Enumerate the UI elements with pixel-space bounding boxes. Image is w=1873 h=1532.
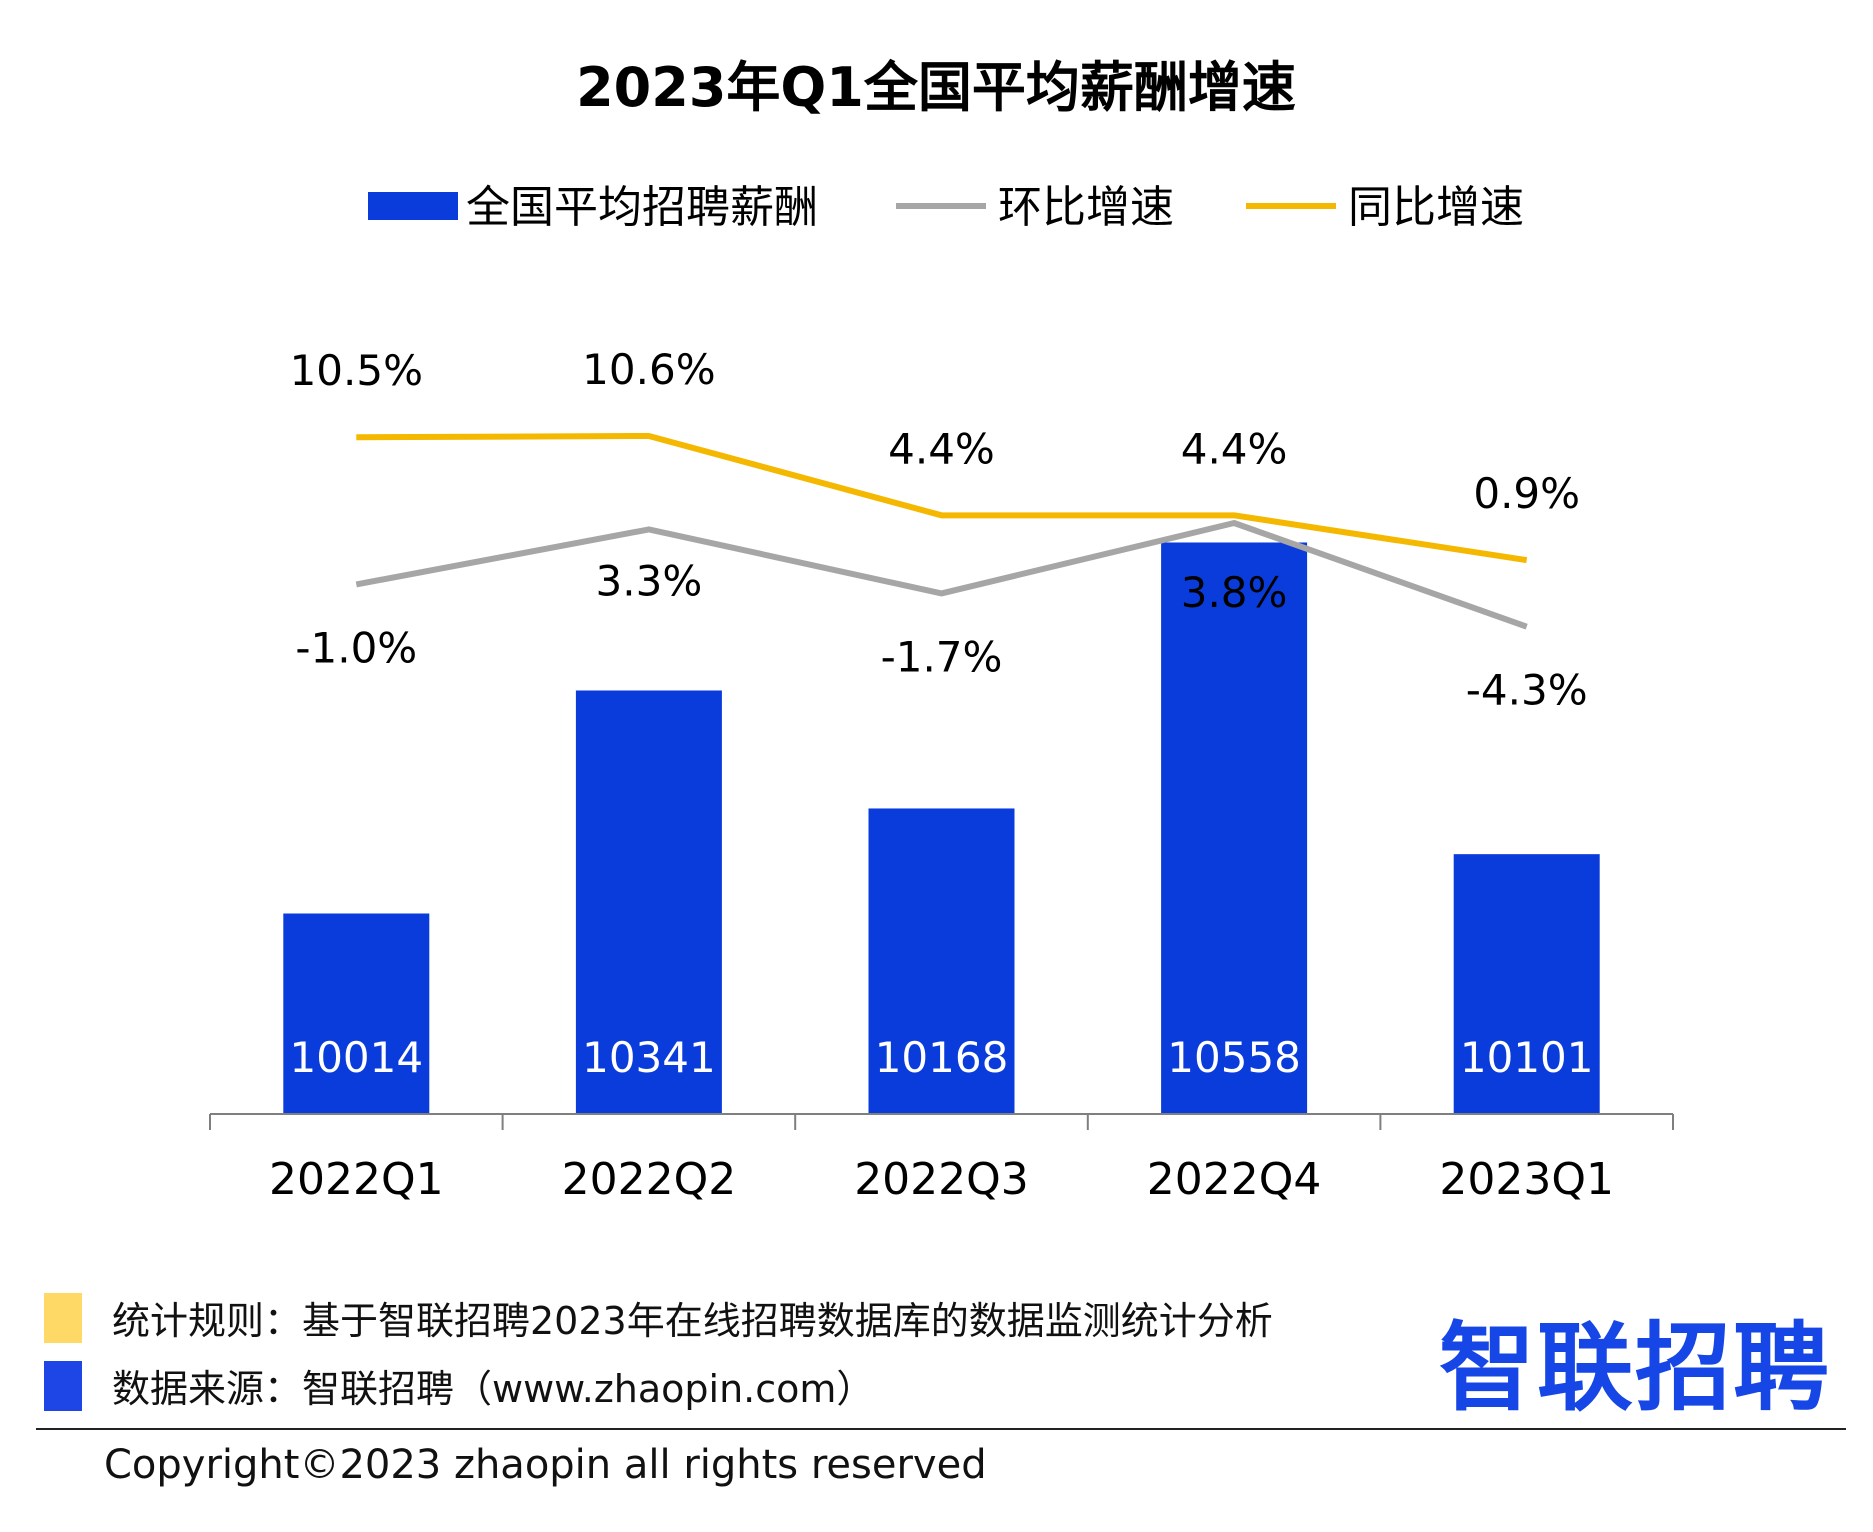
x-tick-2022Q1: 2022Q1 bbox=[269, 1154, 444, 1205]
bar-2022Q3 bbox=[868, 808, 1015, 1114]
legend: 全国平均招聘薪酬 环比增速 同比增速 bbox=[368, 182, 1524, 233]
mom-label-2023Q1: -4.3% bbox=[1466, 666, 1588, 715]
legend-label-salary: 全国平均招聘薪酬 bbox=[466, 182, 818, 233]
x-tick-2022Q4: 2022Q4 bbox=[1147, 1154, 1322, 1205]
yoy-label-2023Q1: 0.9% bbox=[1473, 469, 1580, 518]
yoy-label-2022Q1: 10.5% bbox=[290, 346, 423, 395]
mom-label-2022Q2: 3.3% bbox=[596, 556, 703, 605]
data-source-note: 数据来源：智联招聘（www.zhaopin.com） bbox=[44, 1358, 874, 1413]
zhaopin-logo: 智联招聘 bbox=[1439, 1312, 1831, 1424]
mom-label-2022Q1: -1.0% bbox=[295, 623, 417, 672]
mom-label-2022Q3: -1.7% bbox=[881, 632, 1003, 681]
stat-rule-note: 统计规则：基于智联招聘2023年在线招聘数据库的数据监测统计分析 bbox=[44, 1290, 1273, 1345]
legend-label-yoy: 同比增速 bbox=[1348, 182, 1524, 233]
bar-label-2022Q3: 10168 bbox=[875, 1033, 1009, 1082]
yoy-line bbox=[356, 432, 1528, 564]
bar-label-2022Q1: 10014 bbox=[289, 1033, 423, 1082]
yoy-label-2022Q4: 4.4% bbox=[1181, 424, 1288, 473]
yoy-label-2022Q2: 10.6% bbox=[582, 345, 715, 394]
bar-2022Q1 bbox=[283, 913, 430, 1114]
bar-label-2023Q1: 10101 bbox=[1460, 1033, 1594, 1082]
data-source-text: 数据来源：智联招聘（www.zhaopin.com） bbox=[112, 1367, 875, 1411]
legend-label-mom: 环比增速 bbox=[998, 182, 1174, 233]
bar-2023Q1 bbox=[1453, 854, 1600, 1114]
mom-line bbox=[355, 520, 1528, 630]
stat-rule-text: 统计规则：基于智联招聘2023年在线招聘数据库的数据监测统计分析 bbox=[112, 1299, 1273, 1343]
chart-title: 2023年Q1全国平均薪酬增速 bbox=[576, 56, 1296, 119]
bar-label-2022Q4: 10558 bbox=[1167, 1033, 1301, 1082]
x-tick-2022Q3: 2022Q3 bbox=[854, 1154, 1029, 1205]
bar-label-2022Q2: 10341 bbox=[582, 1033, 716, 1082]
chart: 2023年Q1全国平均薪酬增速 全国平均招聘薪酬 环比增速 同比增速 10014… bbox=[209, 56, 1674, 1205]
yoy-label-2022Q3: 4.4% bbox=[888, 424, 995, 473]
footer-divider bbox=[36, 1428, 1846, 1430]
bar-2022Q4 bbox=[1161, 542, 1308, 1114]
x-tick-2022Q2: 2022Q2 bbox=[562, 1154, 737, 1205]
x-tick-2023Q1: 2023Q1 bbox=[1439, 1154, 1614, 1205]
copyright-text: Copyright©2023 zhaopin all rights reserv… bbox=[104, 1442, 987, 1488]
source-swatch bbox=[44, 1360, 82, 1411]
plot-area: 10014 10341 10168 10558 10101 2022Q1 2022Q2 202… bbox=[209, 345, 1674, 1205]
note-swatch bbox=[44, 1292, 82, 1343]
bar-2022Q2 bbox=[575, 690, 722, 1114]
legend-swatch-salary bbox=[368, 192, 458, 220]
mom-label-2022Q4: 3.8% bbox=[1181, 568, 1288, 617]
